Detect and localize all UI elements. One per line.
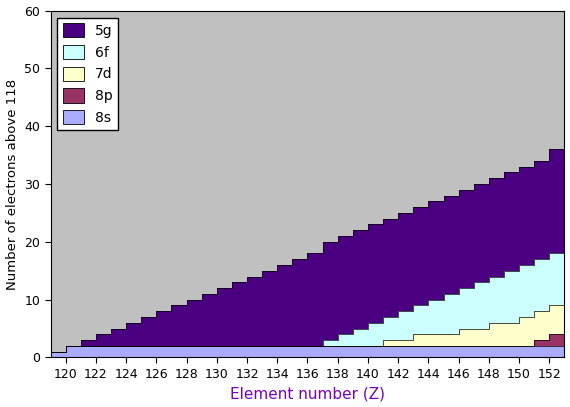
Legend: 5g, 6f, 7d, 8p, 8s: 5g, 6f, 7d, 8p, 8s	[58, 18, 119, 130]
Y-axis label: Number of electrons above 118: Number of electrons above 118	[6, 79, 19, 289]
X-axis label: Element number (Z): Element number (Z)	[230, 386, 385, 401]
